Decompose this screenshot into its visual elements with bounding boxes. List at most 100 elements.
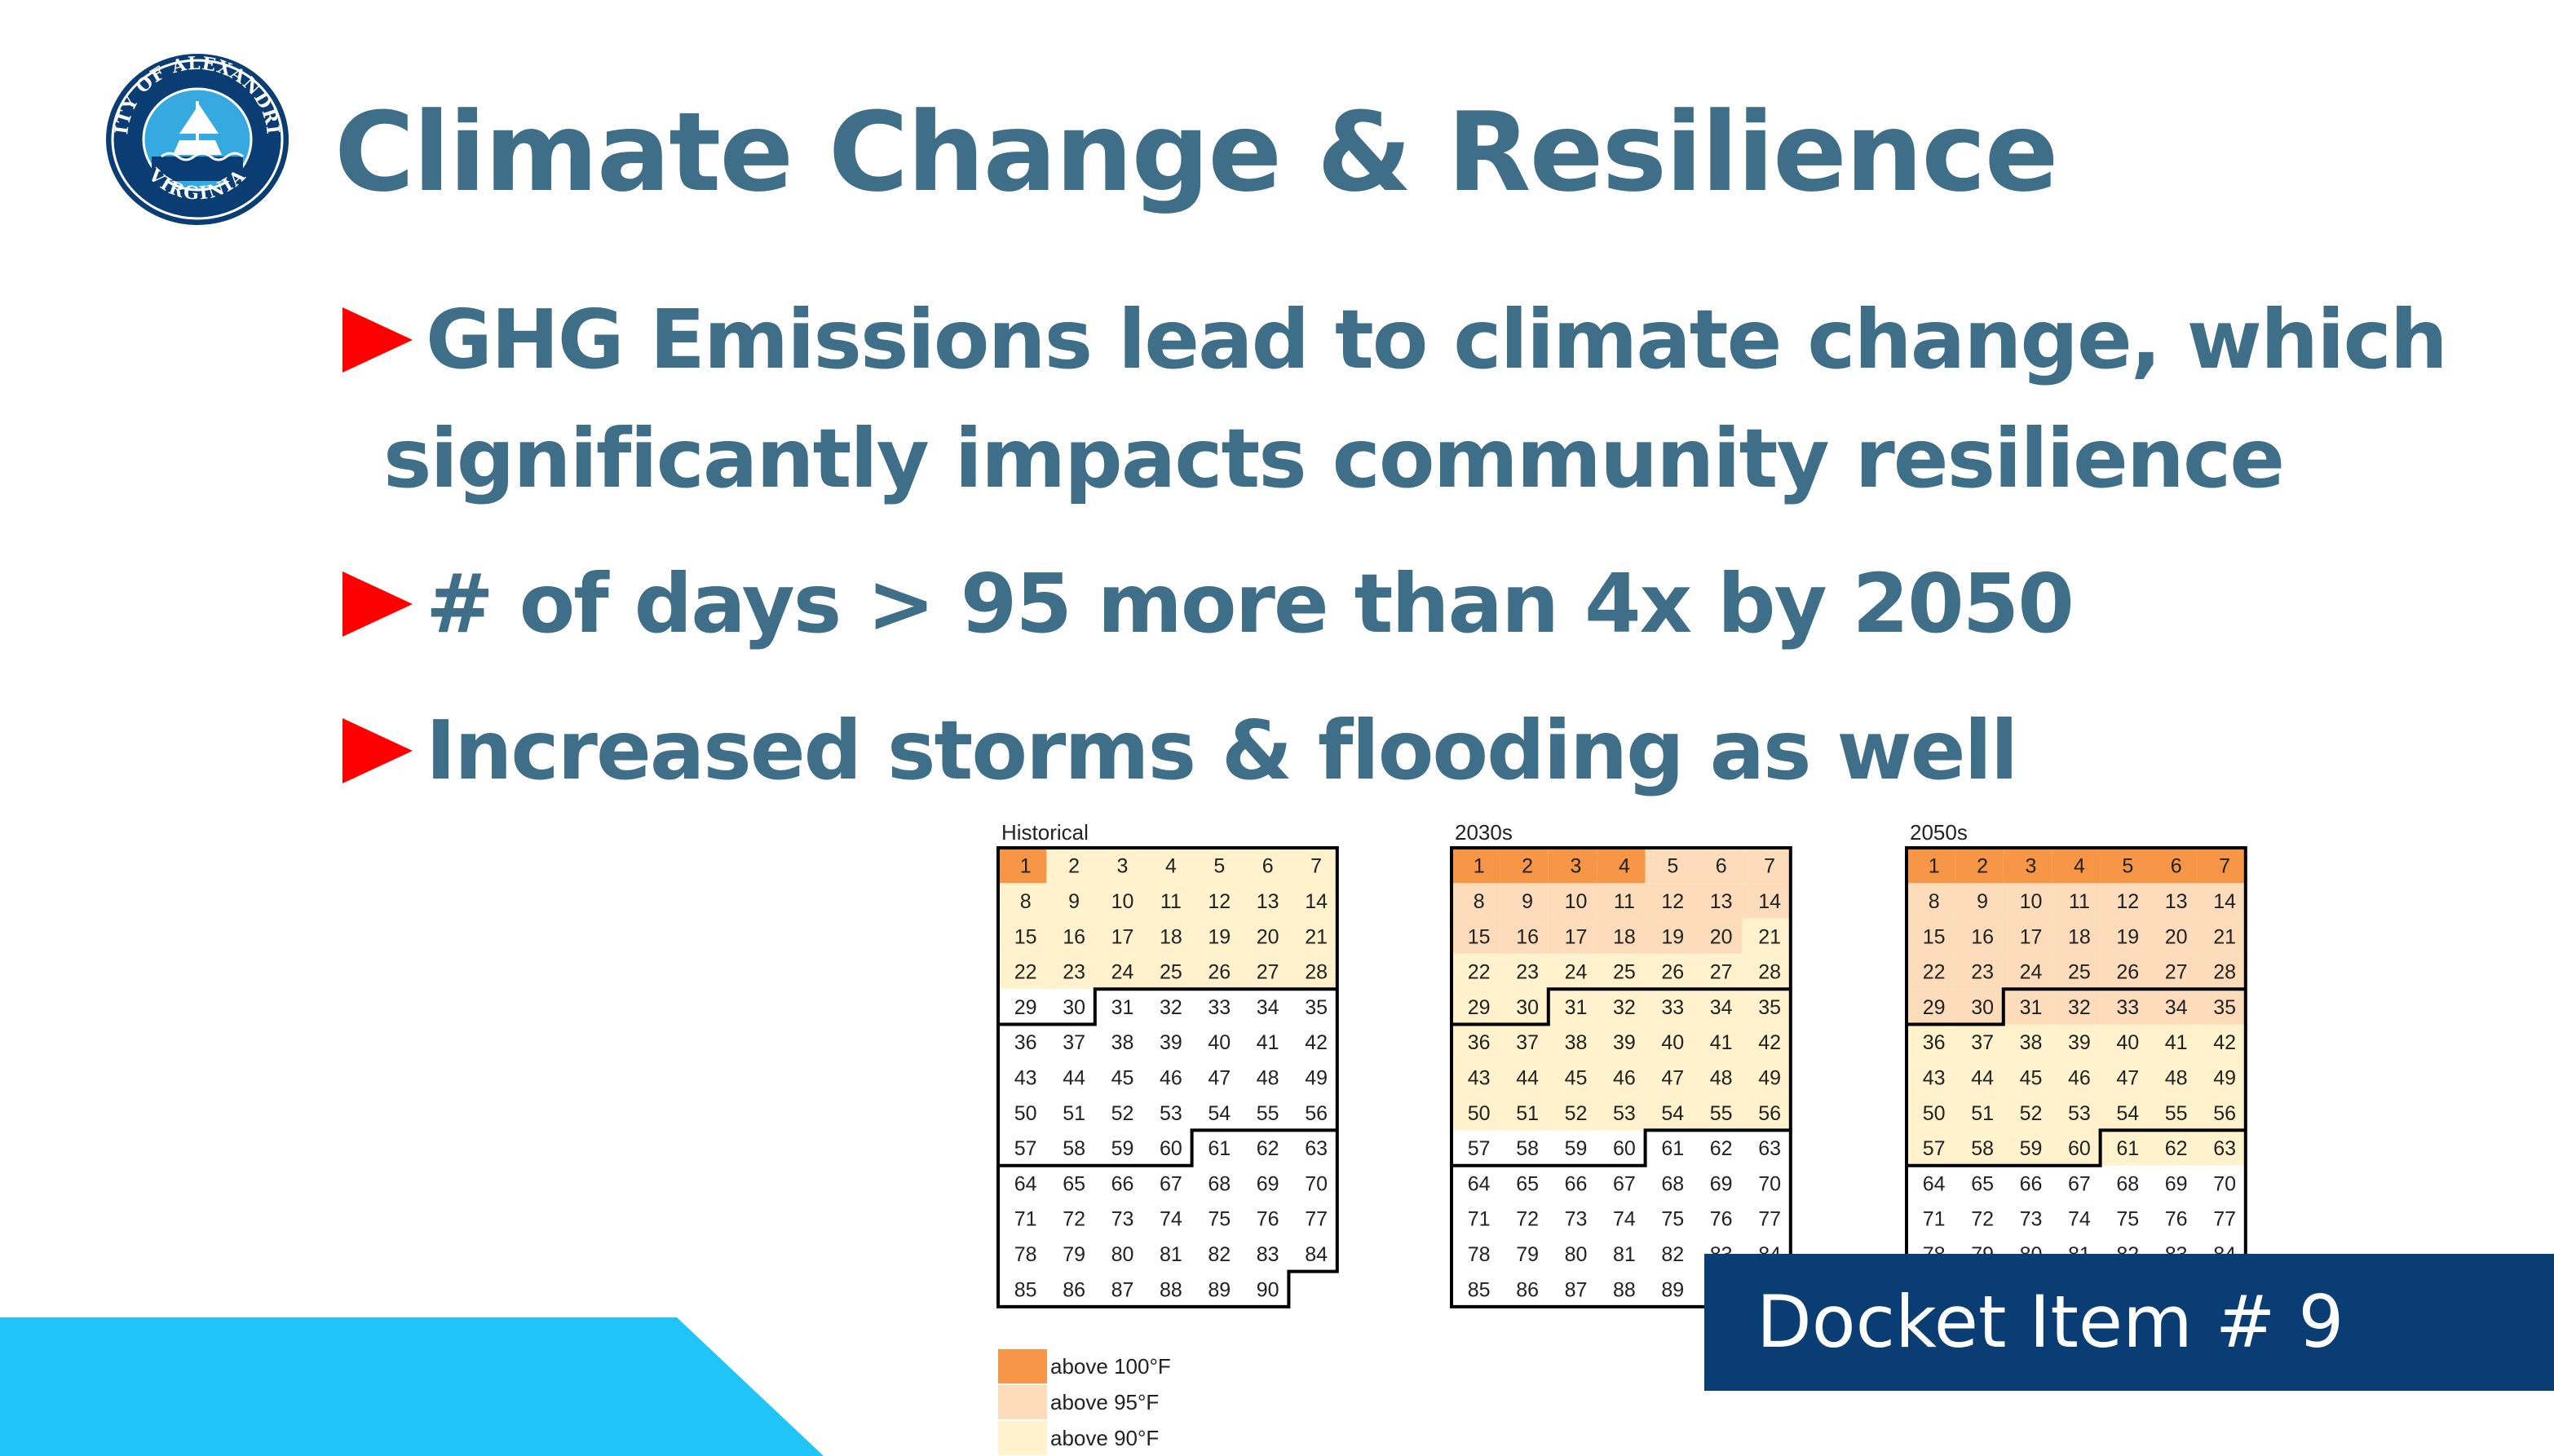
- day-cell: [2003, 848, 2052, 884]
- day-cell: [1452, 1201, 1500, 1237]
- bullet-hot-days-text: # of days > 95 more than 4x by 2050: [426, 556, 2075, 651]
- day-cell: [2197, 1130, 2246, 1166]
- day-cell: [1046, 1165, 1095, 1201]
- month-boundary: [996, 846, 1339, 1308]
- day-label: 34: [1710, 996, 1733, 1019]
- day-cell: [1955, 1024, 2004, 1060]
- day-label: 35: [1305, 996, 1328, 1019]
- day-label: 37: [1063, 1031, 1085, 1054]
- day-label: 46: [2068, 1066, 2091, 1089]
- day-label: 80: [1111, 1243, 1134, 1266]
- month-boundary: [998, 987, 1337, 1026]
- day-cell: [1955, 1059, 2004, 1096]
- day-label: 12: [1208, 890, 1231, 913]
- day-label: 57: [1014, 1137, 1037, 1160]
- day-label: 19: [1661, 925, 1684, 948]
- day-cell: [1452, 1236, 1500, 1272]
- day-cell: [1143, 1201, 1192, 1237]
- day-label: 23: [1063, 961, 1085, 984]
- day-label: 7: [2219, 855, 2230, 878]
- day-label: 40: [1208, 1031, 1231, 1054]
- day-cell: [1452, 848, 1500, 884]
- day-cell: [998, 1236, 1047, 1272]
- day-label: 52: [1565, 1102, 1588, 1125]
- day-cell: [1955, 1165, 2004, 1201]
- day-cell: [1288, 918, 1337, 954]
- day-label: 74: [1160, 1208, 1182, 1231]
- day-cell: [998, 883, 1047, 919]
- legend-item-100: above 100°F: [998, 1348, 1171, 1384]
- day-label: 11: [1614, 890, 1635, 913]
- day-label: 11: [1160, 890, 1182, 913]
- day-cell: [1046, 1201, 1095, 1237]
- legend-label-100: above 100°F: [1050, 1353, 1171, 1379]
- calendar-title-historical: Historical: [1001, 820, 1089, 845]
- day-label: 60: [1160, 1137, 1182, 1160]
- day-cell: [2100, 1024, 2149, 1060]
- day-cell: [2149, 989, 2198, 1025]
- day-cell: [1597, 1201, 1646, 1237]
- day-label: 22: [1923, 961, 1946, 984]
- day-label: 66: [2020, 1172, 2043, 1195]
- day-cell: [1597, 1165, 1646, 1201]
- day-label: 16: [1063, 925, 1085, 948]
- day-cell: [1907, 1095, 1955, 1131]
- day-label: 6: [2171, 855, 2182, 878]
- calendar-title-2030s: 2030s: [1455, 820, 1513, 845]
- day-label: 49: [2213, 1066, 2236, 1089]
- day-label: 44: [1063, 1066, 1085, 1089]
- day-label: 75: [2116, 1208, 2139, 1231]
- red-triangle-bullet-icon: [342, 718, 413, 783]
- day-label: 72: [1516, 1208, 1539, 1231]
- day-label: 10: [1111, 890, 1134, 913]
- day-cell: [2003, 1201, 2052, 1237]
- day-label: 68: [1208, 1172, 1231, 1195]
- day-cell: [1694, 883, 1743, 919]
- day-label: 58: [1971, 1137, 1994, 1160]
- day-cell: [1191, 1024, 1240, 1060]
- day-label: 57: [1923, 1137, 1946, 1160]
- day-cell: [1240, 848, 1289, 884]
- day-cell: [1452, 953, 1500, 990]
- day-cell: [2149, 918, 2198, 954]
- day-label: 1: [1020, 855, 1032, 878]
- day-label: 60: [1613, 1137, 1636, 1160]
- day-label: 76: [2165, 1208, 2188, 1231]
- day-cell: [1955, 953, 2004, 990]
- day-cell: [1191, 1271, 1240, 1307]
- day-cell: [1094, 1201, 1144, 1237]
- day-label: 12: [1661, 890, 1684, 913]
- day-cell: [998, 1165, 1047, 1201]
- day-label: 44: [1516, 1066, 1539, 1089]
- day-label: 83: [1257, 1243, 1279, 1266]
- day-label: 72: [1063, 1208, 1085, 1231]
- day-cell: [1548, 1201, 1597, 1237]
- day-label: 29: [1468, 996, 1491, 1019]
- day-cell: [1143, 1165, 1192, 1201]
- day-cell: [1742, 1024, 1791, 1060]
- day-cell: [1191, 918, 1240, 954]
- day-cell: [1240, 989, 1289, 1025]
- day-label: 85: [1468, 1278, 1491, 1301]
- day-label: 39: [1613, 1031, 1636, 1054]
- day-cell: [2052, 1130, 2101, 1166]
- day-cell: [1500, 953, 1549, 990]
- day-label: 43: [1468, 1066, 1491, 1089]
- day-cell: [2197, 1165, 2246, 1201]
- day-label: 12: [2116, 890, 2139, 913]
- day-label: 27: [1710, 961, 1733, 984]
- legend-item-90: above 90°F: [998, 1420, 1171, 1456]
- day-cell: [1288, 1236, 1337, 1272]
- day-cell: [1240, 1201, 1289, 1237]
- day-cell: [1452, 989, 1500, 1025]
- day-cell: [1094, 1024, 1144, 1060]
- day-cell: [1907, 1130, 1955, 1166]
- day-cell: [1955, 1095, 2004, 1131]
- day-cell: [998, 1271, 1047, 1307]
- day-label: 30: [1971, 996, 1994, 1019]
- day-label: 43: [1014, 1066, 1037, 1089]
- day-cell: [1907, 883, 1955, 919]
- day-label: 30: [1063, 996, 1085, 1019]
- day-label: 75: [1208, 1208, 1231, 1231]
- day-cell: [2052, 1059, 2101, 1096]
